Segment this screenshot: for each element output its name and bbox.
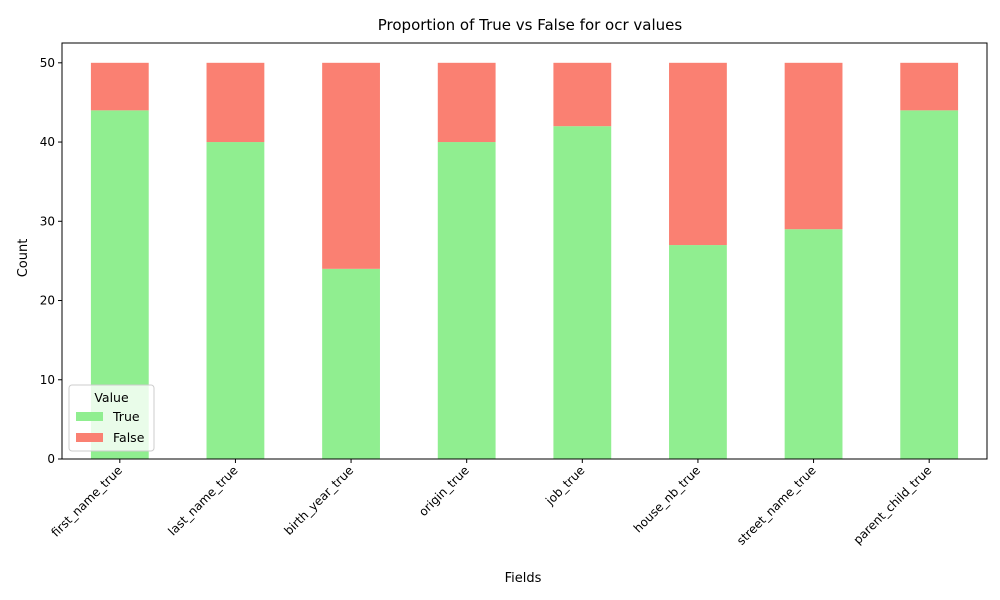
x-tick-label: birth_year_true xyxy=(282,463,357,538)
x-tick-label: first_name_true xyxy=(48,463,124,539)
bar-false-last-name-true xyxy=(206,62,265,143)
bar-true-job-true xyxy=(553,126,612,459)
y-tick-label: 10 xyxy=(40,373,55,387)
legend-label-true: True xyxy=(112,409,140,424)
bar-false-birth-year-true xyxy=(322,62,380,269)
bar-false-house-nb-true xyxy=(669,62,727,246)
bar-false-origin-true xyxy=(437,62,496,143)
y-tick-label: 30 xyxy=(40,214,55,228)
x-axis-title: Fields xyxy=(505,571,542,586)
legend-swatch-true xyxy=(76,412,103,421)
bar-true-origin-true xyxy=(437,142,496,460)
axes-frame xyxy=(61,42,988,460)
y-tick-label: 20 xyxy=(40,294,55,308)
legend-swatch-false xyxy=(76,433,103,442)
bar-true-last-name-true xyxy=(206,142,265,460)
y-axis-title: Count xyxy=(16,239,31,278)
x-tick-label: origin_true xyxy=(416,463,472,519)
x-tick-label: house_nb_true xyxy=(631,463,703,535)
axes-border xyxy=(61,42,988,460)
bar-false-parent-child-true xyxy=(900,62,959,111)
y-tick-label: 0 xyxy=(47,452,55,466)
bar-true-street-name-true xyxy=(784,229,843,459)
legend-title: Value xyxy=(94,390,129,405)
y-tick-label: 50 xyxy=(40,56,55,70)
x-tick-label: street_name_true xyxy=(734,463,819,548)
chart-title: Proportion of True vs False for ocr valu… xyxy=(378,16,683,34)
legend: Value True False xyxy=(68,384,155,452)
bar-false-job-true xyxy=(553,62,612,127)
legend-label-false: False xyxy=(113,430,145,445)
y-axis: 0 10 20 30 40 50 xyxy=(40,56,62,466)
x-tick-label: job_true xyxy=(542,463,587,508)
bar-true-parent-child-true xyxy=(900,110,959,459)
x-tick-label: parent_child_true xyxy=(851,463,935,547)
x-tick-label: last_name_true xyxy=(165,463,240,538)
bar-true-house-nb-true xyxy=(669,245,727,459)
bar-true-birth-year-true xyxy=(322,268,380,459)
x-axis: first_name_true last_name_true birth_year_… xyxy=(48,459,934,548)
bar-false-first-name-true xyxy=(90,62,149,111)
plot-area xyxy=(90,62,959,460)
y-tick-label: 40 xyxy=(40,135,55,149)
bar-false-street-name-true xyxy=(784,62,843,230)
